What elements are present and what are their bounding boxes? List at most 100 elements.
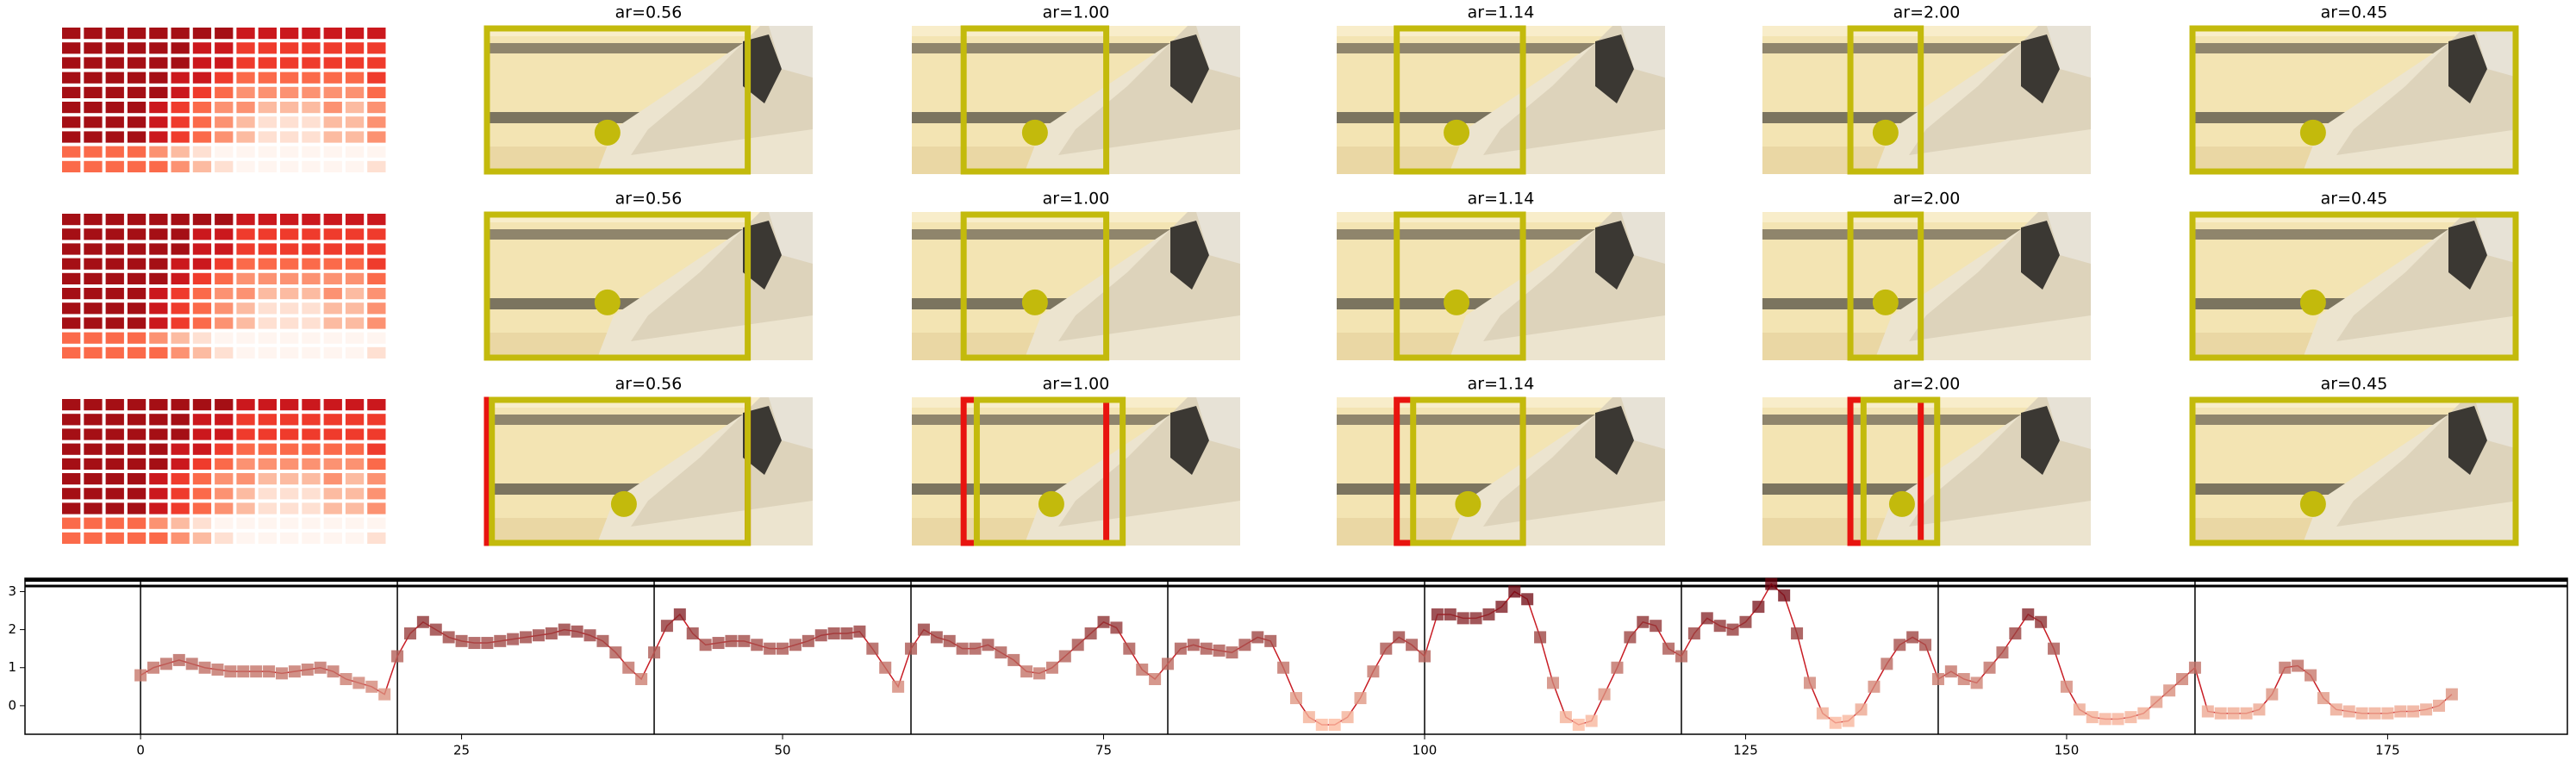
- heatmap-cell: [215, 272, 234, 284]
- heatmap-cell: [323, 72, 342, 84]
- heatmap-cell: [84, 214, 103, 226]
- heatmap-cell: [236, 473, 255, 485]
- marker: [1149, 672, 1162, 685]
- heatmap-cell: [258, 131, 277, 143]
- marker: [2035, 615, 2048, 628]
- heatmap-cell: [367, 458, 386, 470]
- heatmap-cell: [149, 532, 168, 544]
- heatmap-cell: [258, 502, 277, 514]
- heatmap-cell: [302, 272, 321, 284]
- marker: [1855, 703, 1868, 716]
- heatmap-cell: [323, 228, 342, 240]
- marker: [532, 629, 545, 642]
- marker: [1406, 639, 1419, 652]
- marker: [1713, 620, 1726, 633]
- heatmap-cell: [62, 272, 81, 284]
- heatmap-cell: [105, 332, 124, 344]
- marker: [2445, 688, 2458, 701]
- heatmap-cell: [171, 258, 190, 270]
- heatmap-cell: [236, 428, 255, 440]
- heatmap-cell: [236, 443, 255, 455]
- yellow-box: [483, 211, 752, 361]
- heatmap-cell: [215, 428, 234, 440]
- heatmap-cell: [149, 272, 168, 284]
- heatmap-cell: [345, 272, 365, 284]
- x-tick-label: 100: [1413, 743, 1438, 758]
- heatmap-cell: [62, 214, 81, 226]
- marker: [609, 646, 622, 659]
- heatmap-cell: [192, 72, 212, 84]
- heatmap-cell: [127, 72, 147, 84]
- heatmap-cell: [215, 317, 234, 329]
- marker: [2279, 661, 2292, 674]
- marker: [2073, 703, 2086, 716]
- marker: [468, 637, 481, 650]
- point: [594, 119, 621, 146]
- heatmap-cell: [105, 146, 124, 158]
- marker: [892, 680, 905, 693]
- heatmap-cell: [192, 272, 212, 284]
- heatmap-cell: [258, 146, 277, 158]
- heatmap-cell: [127, 131, 147, 143]
- marker: [905, 642, 918, 655]
- marker: [2124, 711, 2137, 724]
- heatmap-cell: [236, 272, 255, 284]
- marker: [1482, 608, 1495, 620]
- heatmap-cell: [280, 428, 299, 440]
- marker: [1726, 623, 1739, 636]
- heatmap-cell: [149, 214, 168, 226]
- marker: [1996, 646, 2009, 659]
- marker: [2060, 680, 2073, 693]
- heatmap-cell: [367, 258, 386, 270]
- heatmap-cell: [302, 228, 321, 240]
- heatmap-cell: [149, 146, 168, 158]
- heatmap-cell: [215, 131, 234, 143]
- heatmap-cell: [62, 473, 81, 485]
- heatmap-cell: [345, 116, 365, 128]
- heatmap-cell: [171, 428, 190, 440]
- heatmap-cell: [171, 488, 190, 500]
- heatmap-cell: [171, 443, 190, 455]
- heatmap-cell: [236, 532, 255, 544]
- heatmap-cell: [280, 302, 299, 315]
- heatmap-cell: [127, 473, 147, 485]
- heatmap-cell: [236, 399, 255, 411]
- marker: [352, 677, 365, 689]
- heatmap-cell: [149, 332, 168, 344]
- heatmap-cell: [62, 317, 81, 329]
- heatmap-cell: [280, 258, 299, 270]
- heatmap-cell: [127, 160, 147, 172]
- marker: [1791, 627, 1804, 640]
- marker: [2342, 705, 2355, 718]
- heatmap-cell: [84, 42, 103, 54]
- heatmap-cell: [127, 86, 147, 98]
- heatmap-cell: [345, 317, 365, 329]
- heatmap-cell: [215, 258, 234, 270]
- point: [1888, 490, 1915, 517]
- marker: [1906, 631, 1919, 644]
- marker: [1675, 650, 1687, 663]
- marker: [1123, 642, 1136, 655]
- heatmap-cell: [62, 302, 81, 315]
- heatmap-cell: [171, 228, 190, 240]
- heatmap-cell: [367, 517, 386, 529]
- heatmap-cell: [127, 428, 147, 440]
- heatmap-cell: [280, 72, 299, 84]
- heatmap-cell: [345, 414, 365, 426]
- heatmap-cell: [171, 399, 190, 411]
- heatmap-cell: [127, 302, 147, 315]
- marker: [1585, 714, 1598, 727]
- heatmap-cell: [149, 414, 168, 426]
- heatmap-cell: [62, 458, 81, 470]
- heatmap-cell: [258, 272, 277, 284]
- heatmap-cell: [367, 57, 386, 69]
- heatmap-cell: [302, 332, 321, 344]
- heatmap-cell: [236, 346, 255, 359]
- heatmap-cell: [302, 146, 321, 158]
- heatmap-cell: [127, 532, 147, 544]
- heatmap-cell: [127, 458, 147, 470]
- heatmap-cell: [345, 302, 365, 315]
- marker: [185, 658, 198, 670]
- heatmap-cell: [192, 332, 212, 344]
- marker: [2407, 705, 2420, 718]
